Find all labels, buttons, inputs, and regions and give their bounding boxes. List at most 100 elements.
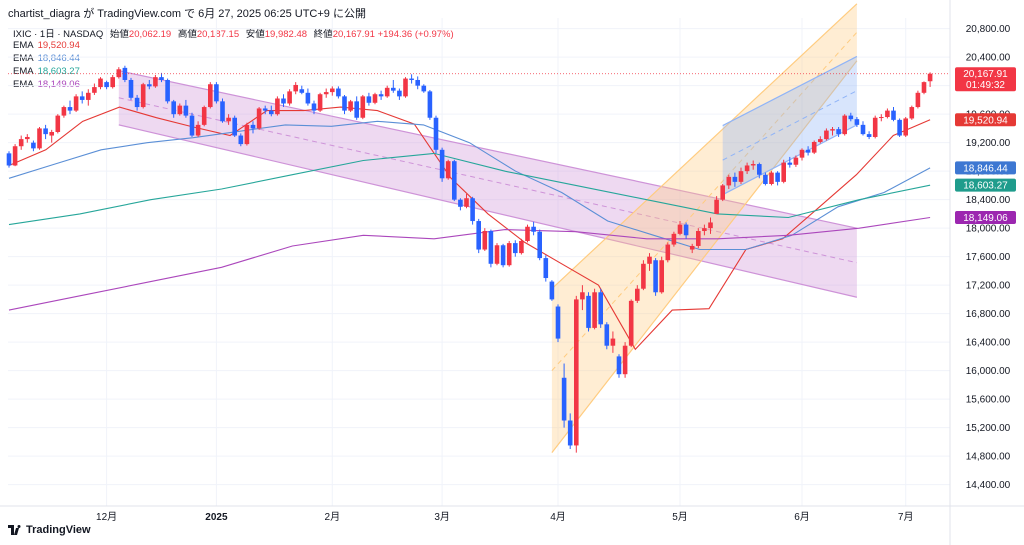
candle[interactable] — [854, 117, 860, 127]
candle[interactable] — [775, 171, 780, 186]
candle[interactable] — [909, 105, 915, 120]
candle[interactable] — [104, 80, 109, 90]
candle[interactable] — [171, 99, 176, 118]
candle[interactable] — [635, 285, 640, 303]
candle[interactable] — [439, 147, 445, 182]
candle[interactable] — [409, 74, 414, 84]
candle[interactable] — [598, 288, 603, 328]
candle[interactable] — [275, 96, 280, 116]
candle[interactable] — [110, 74, 115, 89]
candle[interactable] — [421, 84, 427, 93]
candle[interactable] — [73, 94, 79, 113]
candle[interactable] — [513, 240, 518, 257]
candle[interactable] — [31, 140, 36, 152]
candle[interactable] — [592, 288, 597, 330]
candles[interactable] — [6, 65, 933, 453]
candle[interactable] — [378, 90, 384, 100]
candle[interactable] — [37, 126, 42, 150]
candle[interactable] — [195, 121, 201, 137]
ema-legend-1[interactable]: EMA 19,520.94 — [13, 40, 80, 51]
candle[interactable] — [232, 115, 237, 137]
candle[interactable] — [927, 72, 933, 87]
candle[interactable] — [140, 82, 146, 109]
candle[interactable] — [61, 105, 67, 118]
candle[interactable] — [189, 112, 195, 137]
candle[interactable] — [323, 88, 329, 98]
candle[interactable] — [488, 229, 494, 268]
candle[interactable] — [586, 292, 591, 332]
candle[interactable] — [147, 79, 152, 90]
candle[interactable] — [482, 228, 488, 251]
candle[interactable] — [885, 108, 890, 119]
candle[interactable] — [183, 99, 189, 118]
candle[interactable] — [360, 94, 366, 120]
candle[interactable] — [330, 86, 335, 96]
candle[interactable] — [811, 140, 817, 155]
candle[interactable] — [43, 124, 48, 140]
candle[interactable] — [543, 255, 549, 282]
candle[interactable] — [671, 231, 677, 247]
candle[interactable] — [805, 146, 811, 156]
candle[interactable] — [866, 131, 872, 140]
candle[interactable] — [567, 413, 573, 450]
candle[interactable] — [391, 79, 396, 93]
candle[interactable] — [897, 118, 902, 137]
candle[interactable] — [293, 82, 298, 95]
tradingview-logo[interactable]: TradingView — [8, 524, 91, 536]
candle[interactable] — [879, 114, 884, 122]
candle[interactable] — [67, 100, 73, 115]
candle[interactable] — [604, 322, 610, 350]
candle[interactable] — [763, 172, 768, 186]
candle[interactable] — [781, 159, 786, 184]
candle[interactable] — [336, 86, 341, 99]
candle[interactable] — [452, 159, 457, 202]
candle[interactable] — [214, 82, 219, 104]
ema-legend-4[interactable]: EMA 18,149.06 — [13, 79, 80, 90]
candle[interactable] — [134, 94, 140, 111]
candle[interactable] — [55, 114, 61, 134]
candle[interactable] — [220, 98, 225, 123]
candle[interactable] — [159, 72, 164, 83]
candle[interactable] — [12, 144, 18, 167]
candle[interactable] — [726, 174, 732, 189]
candle[interactable] — [153, 74, 158, 88]
candle[interactable] — [506, 240, 512, 267]
candle[interactable] — [769, 171, 774, 186]
candle[interactable] — [702, 224, 707, 236]
candle[interactable] — [250, 121, 256, 134]
candle[interactable] — [464, 193, 469, 209]
candle[interactable] — [793, 155, 799, 167]
candle[interactable] — [915, 90, 921, 109]
candle[interactable] — [256, 107, 262, 130]
candle[interactable] — [25, 134, 30, 143]
candle[interactable] — [555, 304, 561, 343]
candle[interactable] — [689, 243, 695, 254]
candle[interactable] — [580, 285, 585, 311]
candle[interactable] — [208, 82, 213, 109]
candle[interactable] — [354, 96, 359, 120]
candle[interactable] — [610, 331, 616, 353]
candle[interactable] — [799, 148, 805, 161]
candle[interactable] — [848, 112, 854, 122]
candle[interactable] — [732, 172, 738, 187]
candle[interactable] — [372, 92, 378, 105]
candle[interactable] — [317, 92, 323, 113]
candle[interactable] — [872, 115, 878, 139]
candle[interactable] — [311, 100, 317, 115]
candle[interactable] — [824, 128, 829, 141]
candle[interactable] — [549, 280, 555, 301]
candle[interactable] — [226, 114, 231, 125]
candle[interactable] — [470, 196, 475, 225]
candle[interactable] — [677, 221, 683, 236]
candle[interactable] — [433, 115, 439, 154]
candle[interactable] — [665, 242, 671, 263]
candle[interactable] — [738, 167, 744, 184]
candle[interactable] — [86, 89, 91, 106]
candle[interactable] — [98, 77, 103, 90]
candle[interactable] — [641, 260, 646, 291]
candle[interactable] — [537, 229, 542, 261]
candle[interactable] — [366, 92, 372, 106]
candle[interactable] — [696, 228, 701, 249]
candle[interactable] — [269, 105, 274, 117]
candle[interactable] — [574, 295, 579, 453]
